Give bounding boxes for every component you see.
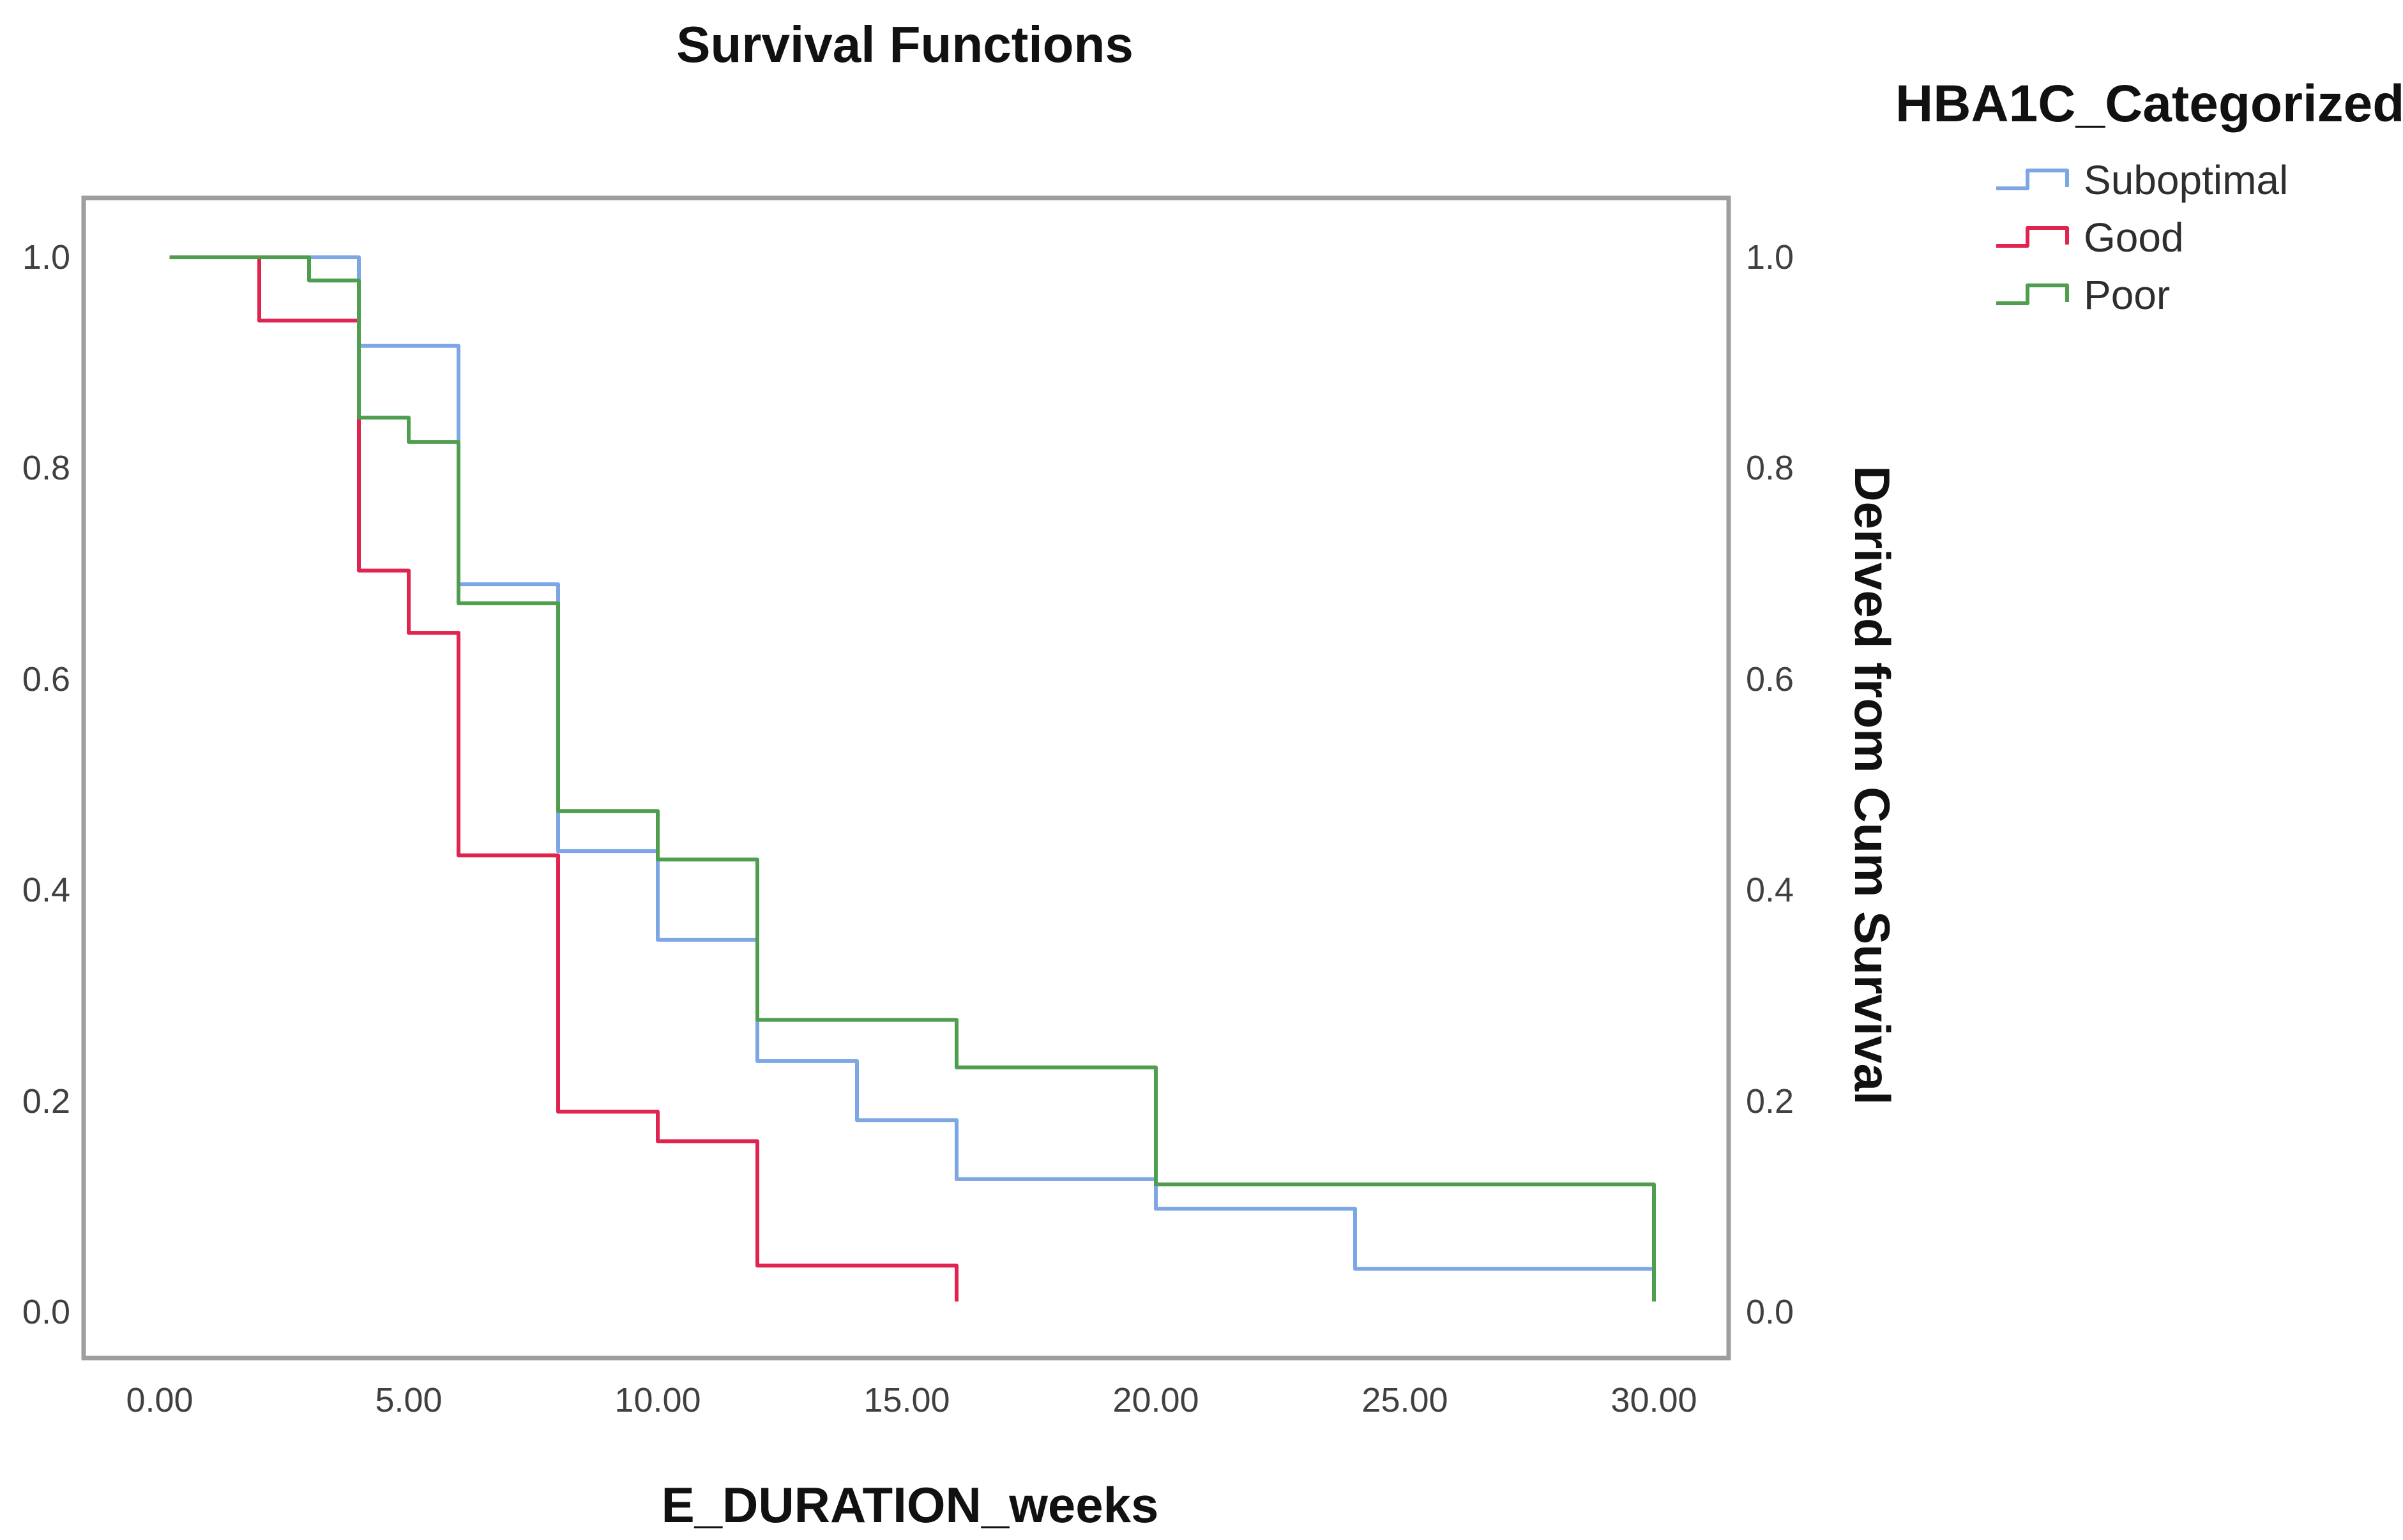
chart-title: Survival Functions (676, 16, 1133, 73)
x-tick-label: 5.00 (375, 1381, 443, 1419)
y-tick-label-right: 0.6 (1746, 660, 1794, 698)
y-axis-label-right: Derived from Cum Survival (1844, 465, 1900, 1105)
legend-item-label: Good (2084, 215, 2184, 260)
legend-step-line-icon (1996, 283, 2069, 305)
plot-frame (81, 195, 1731, 1361)
legend-title: HBA1C_Categorized (1895, 75, 2403, 133)
legend-item-poor: Poor (1994, 272, 2288, 318)
x-tick-label: 20.00 (1112, 1381, 1199, 1419)
x-tick-label: 10.00 (614, 1381, 701, 1419)
y-tick-label-left: 0.8 (22, 449, 70, 488)
y-tick-label-right: 0.0 (1746, 1293, 1794, 1331)
y-tick-label-right: 0.8 (1746, 449, 1794, 488)
y-tick-label-right: 0.2 (1746, 1082, 1794, 1121)
y-tick-label-left: 0.0 (22, 1293, 70, 1331)
legend-item-suboptimal: Suboptimal (1994, 157, 2289, 203)
x-tick-label: 15.00 (863, 1381, 950, 1419)
survival-curve-good (169, 255, 959, 1302)
y-tick-label-right: 1.0 (1746, 238, 1794, 276)
y-tick-label-left: 0.2 (22, 1082, 70, 1121)
legend-item-label: Suboptimal (2084, 157, 2289, 203)
legend-item-good: Good (1994, 215, 2288, 260)
legend-item-label: Poor (2084, 272, 2171, 318)
legend-step-line-icon (1996, 169, 2069, 190)
x-axis-label: E_DURATION_weeks (661, 1477, 1159, 1533)
x-tick-label: 25.00 (1361, 1381, 1448, 1419)
x-tick-label: 0.00 (126, 1381, 193, 1419)
legend-items: Suboptimal Good Poor (1994, 157, 2289, 318)
survival-curve-suboptimal (169, 255, 1656, 1291)
y-tick-label-left: 0.4 (22, 871, 70, 910)
x-tick-label: 30.00 (1611, 1381, 1697, 1419)
y-tick-label-right: 0.4 (1746, 871, 1794, 910)
y-tick-label-left: 1.0 (22, 238, 70, 276)
y-tick-label-left: 0.6 (22, 660, 70, 698)
survival-curve-poor (169, 255, 1656, 1302)
legend-step-line-icon (1996, 226, 2069, 248)
